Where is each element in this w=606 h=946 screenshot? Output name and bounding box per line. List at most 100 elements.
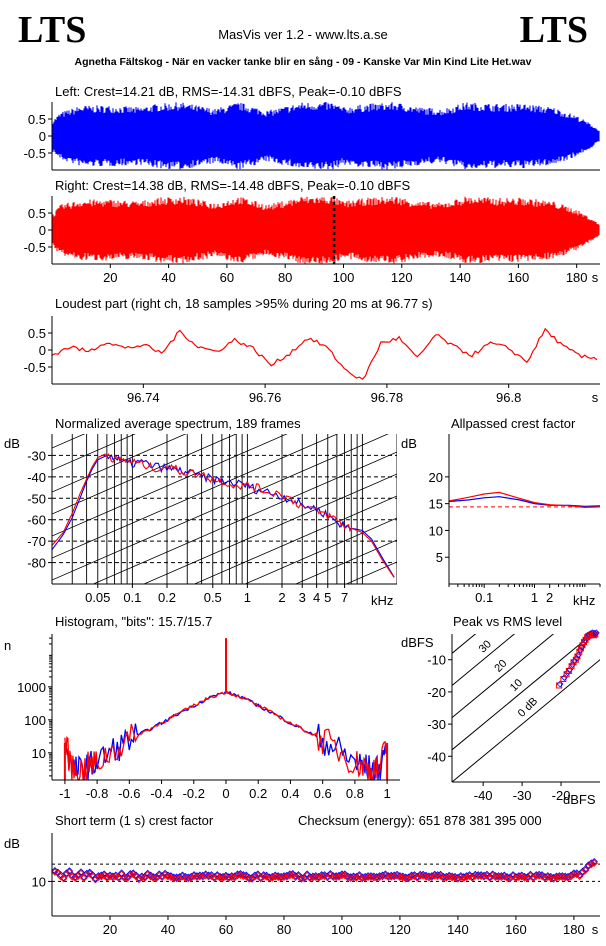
- spectrum-xtick-label: 4: [313, 590, 320, 605]
- pvr-point-left: [566, 666, 574, 673]
- avg-spectrum-title: Normalized average spectrum, 189 frames: [55, 416, 301, 431]
- short-crest-point-right: [468, 874, 477, 882]
- crest-ytick-label: 15: [429, 497, 443, 512]
- crest-xtick-label: 1: [531, 590, 538, 605]
- short-crest-xunit-label: s: [592, 922, 599, 937]
- short-crest-point-right: [315, 874, 323, 882]
- right-waveform-signal: [52, 196, 600, 264]
- short-crest-point-right: [161, 871, 169, 879]
- short-crest-point-right: [419, 872, 427, 880]
- pvr-point-left: [576, 646, 584, 654]
- spectrum-slope-line: [52, 434, 136, 471]
- short-crest-point-right: [381, 871, 390, 880]
- short-crest-ytick-label: 10: [32, 874, 46, 889]
- short-crest-point-right: [190, 872, 198, 880]
- short-crest-point-right: [85, 870, 94, 878]
- loudest-part-ytick-label: 0: [39, 343, 46, 358]
- short-crest-point-right: [257, 874, 265, 883]
- histogram-xtick-label: -0.2: [183, 786, 205, 801]
- spectrum-ytick-label: -70: [27, 534, 46, 549]
- short-crest-point-left: [578, 867, 587, 876]
- right-waveform-xtick-label: 60: [220, 270, 234, 285]
- crest-ytick-label: 10: [429, 523, 443, 538]
- loudest-part-xtick-label: 96.76: [249, 390, 282, 405]
- histogram-ylabel: n: [4, 638, 11, 653]
- short-crest-point-left: [62, 869, 71, 877]
- pvr-ytick-label: -30: [427, 717, 446, 732]
- pvr-point-left: [560, 674, 568, 681]
- logo-right: LTS: [519, 9, 588, 51]
- short-crest-point-right: [590, 859, 598, 867]
- pvr-point-left: [578, 643, 586, 651]
- loudest-part-xtick-label: 96.74: [127, 390, 160, 405]
- short-crest-point-right: [341, 871, 349, 880]
- short-crest-point-right: [404, 874, 413, 883]
- histogram-xtick-label: -1: [59, 786, 71, 801]
- loudest-part-xunit-label: s: [592, 390, 599, 405]
- short-crest-point-right: [106, 872, 114, 881]
- short-crest-point-right: [573, 870, 581, 879]
- short-crest-xtick-label: 160: [505, 922, 527, 937]
- spectrum-xtick-label: 0.2: [158, 590, 176, 605]
- short-crest-point-right: [109, 873, 117, 882]
- short-crest-xtick-label: 40: [161, 922, 175, 937]
- spectrum-slope-line: [92, 451, 397, 584]
- right-waveform-ytick-label: -0.5: [24, 240, 46, 255]
- short-crest-xtick-label: 100: [331, 922, 353, 937]
- right-waveform-xtick-label: 80: [278, 270, 292, 285]
- short-crest-point-right: [541, 874, 549, 883]
- app-version: MasVis ver 1.2 - www.lts.a.se: [218, 27, 388, 42]
- short-crest-point-right: [146, 872, 155, 881]
- histogram-xtick-label: 0.6: [314, 786, 332, 801]
- loudest-part-xtick-label: 96.8: [496, 390, 521, 405]
- short-crest-point-right: [103, 874, 111, 882]
- short-crest-ylabel: dB: [4, 836, 20, 851]
- left-waveform-ytick-label: 0.5: [28, 112, 46, 127]
- spectrum-xtick-label: 3: [299, 590, 306, 605]
- crest-series-right: [448, 491, 601, 509]
- pvr-point-left: [556, 680, 564, 688]
- short-crest-point-right: [65, 868, 74, 876]
- crest-series-left: [448, 496, 601, 507]
- short-crest-point-right: [567, 872, 575, 881]
- short-crest-point-right: [352, 874, 361, 882]
- spectrum-slope-line: [294, 539, 397, 584]
- short-crest-point-right: [155, 871, 164, 880]
- short-crest-point-right: [465, 872, 474, 880]
- spectrum-xtick-label: 0.05: [85, 590, 110, 605]
- file-name: Agnetha Fältskog - När en vacker tanke b…: [74, 56, 532, 68]
- short-crest-point-right: [428, 873, 436, 882]
- short-crest-xtick-label: 140: [447, 922, 469, 937]
- short-crest-point-right: [480, 873, 488, 881]
- short-crest-point-right: [129, 870, 137, 879]
- short-crest-point-left: [419, 870, 427, 879]
- pvr-diagonal-label: 0 dB: [516, 695, 540, 719]
- allpassed-crest-title: Allpassed crest factor: [451, 416, 576, 431]
- short-crest-point-right: [71, 874, 79, 883]
- short-crest-point-right: [393, 872, 401, 880]
- short-crest-point-right: [222, 873, 230, 881]
- histogram-xtick-label: 0: [222, 786, 229, 801]
- short-crest-point-right: [91, 875, 100, 884]
- short-crest-point-right: [517, 872, 526, 881]
- pvr-diagonal-line: [452, 634, 593, 751]
- right-waveform-xtick-label: 180: [566, 270, 588, 285]
- short-crest-point-right: [219, 874, 227, 882]
- loudest-part-title: Loudest part (right ch, 18 samples >95% …: [55, 296, 433, 311]
- spectrum-xlabel: kHz: [371, 593, 393, 608]
- short-crest-point-right: [201, 871, 210, 880]
- spectrum-ytick-label: -30: [27, 448, 46, 463]
- crest-xlabel: kHz: [573, 593, 595, 608]
- short-crest-point-right: [236, 871, 245, 879]
- short-crest-point-right: [135, 875, 143, 884]
- short-crest-point-left: [257, 873, 265, 882]
- short-crest-point-left: [91, 874, 100, 883]
- short-crest-point-right: [143, 871, 152, 879]
- short-crest-xtick-label: 180: [563, 922, 585, 937]
- short-term-crest-title: Short term (1 s) crest factor: [55, 813, 214, 828]
- short-crest-xtick-label: 20: [103, 922, 117, 937]
- pvr-xtick-label: -40: [474, 788, 493, 803]
- short-crest-point-right: [486, 874, 494, 882]
